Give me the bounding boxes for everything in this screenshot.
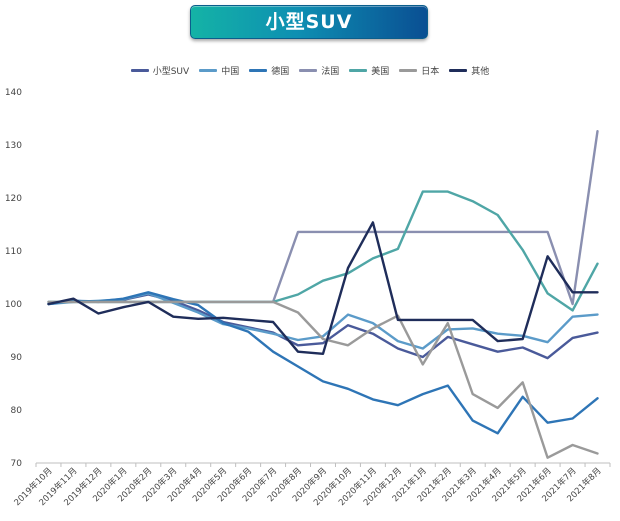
legend-label: 中国 <box>221 67 240 77</box>
legend-item: 法国 <box>299 64 339 77</box>
legend-label: 德国 <box>271 67 290 77</box>
y-tick-label: 70 <box>11 459 23 469</box>
legend-item: 日本 <box>399 64 439 77</box>
legend-label: 法国 <box>321 67 340 77</box>
legend-label: 美国 <box>371 67 390 77</box>
chart-title-banner: 小型SUV <box>190 5 428 39</box>
legend-item: 中国 <box>199 64 239 77</box>
legend-label: 小型SUV <box>152 67 190 77</box>
y-tick-label: 120 <box>5 194 22 204</box>
legend-swatch <box>299 69 318 72</box>
chart-series <box>47 129 599 459</box>
legend-item: 小型SUV <box>130 64 190 77</box>
series-line-6 <box>47 221 599 355</box>
series-line-0 <box>47 293 599 360</box>
series-line-3 <box>47 129 599 306</box>
y-tick-label: 110 <box>5 247 22 257</box>
legend-swatch <box>449 69 468 72</box>
legend-swatch <box>349 69 368 72</box>
legend-swatch <box>249 69 268 72</box>
legend-label: 其他 <box>471 67 490 77</box>
series-line-2 <box>47 291 599 435</box>
legend-label: 日本 <box>421 67 440 77</box>
y-tick-label: 90 <box>11 353 23 363</box>
legend-item: 美国 <box>349 64 389 77</box>
legend-swatch <box>130 69 149 72</box>
y-tick-label: 100 <box>5 300 22 310</box>
y-tick-label: 80 <box>11 406 23 416</box>
chart-legend: 小型SUV 中国 德国 法国 美国 日本 其他 <box>0 64 620 77</box>
legend-swatch <box>199 69 218 72</box>
y-tick-label: 140 <box>5 88 22 98</box>
legend-item: 德国 <box>249 64 289 77</box>
chart-axes: 7080901001101201301402019年10月2019年11月201… <box>5 88 611 508</box>
series-line-5 <box>47 300 599 459</box>
y-tick-label: 130 <box>5 141 22 151</box>
legend-swatch <box>399 69 418 72</box>
legend-item: 其他 <box>449 64 489 77</box>
series-line-4 <box>47 190 599 312</box>
